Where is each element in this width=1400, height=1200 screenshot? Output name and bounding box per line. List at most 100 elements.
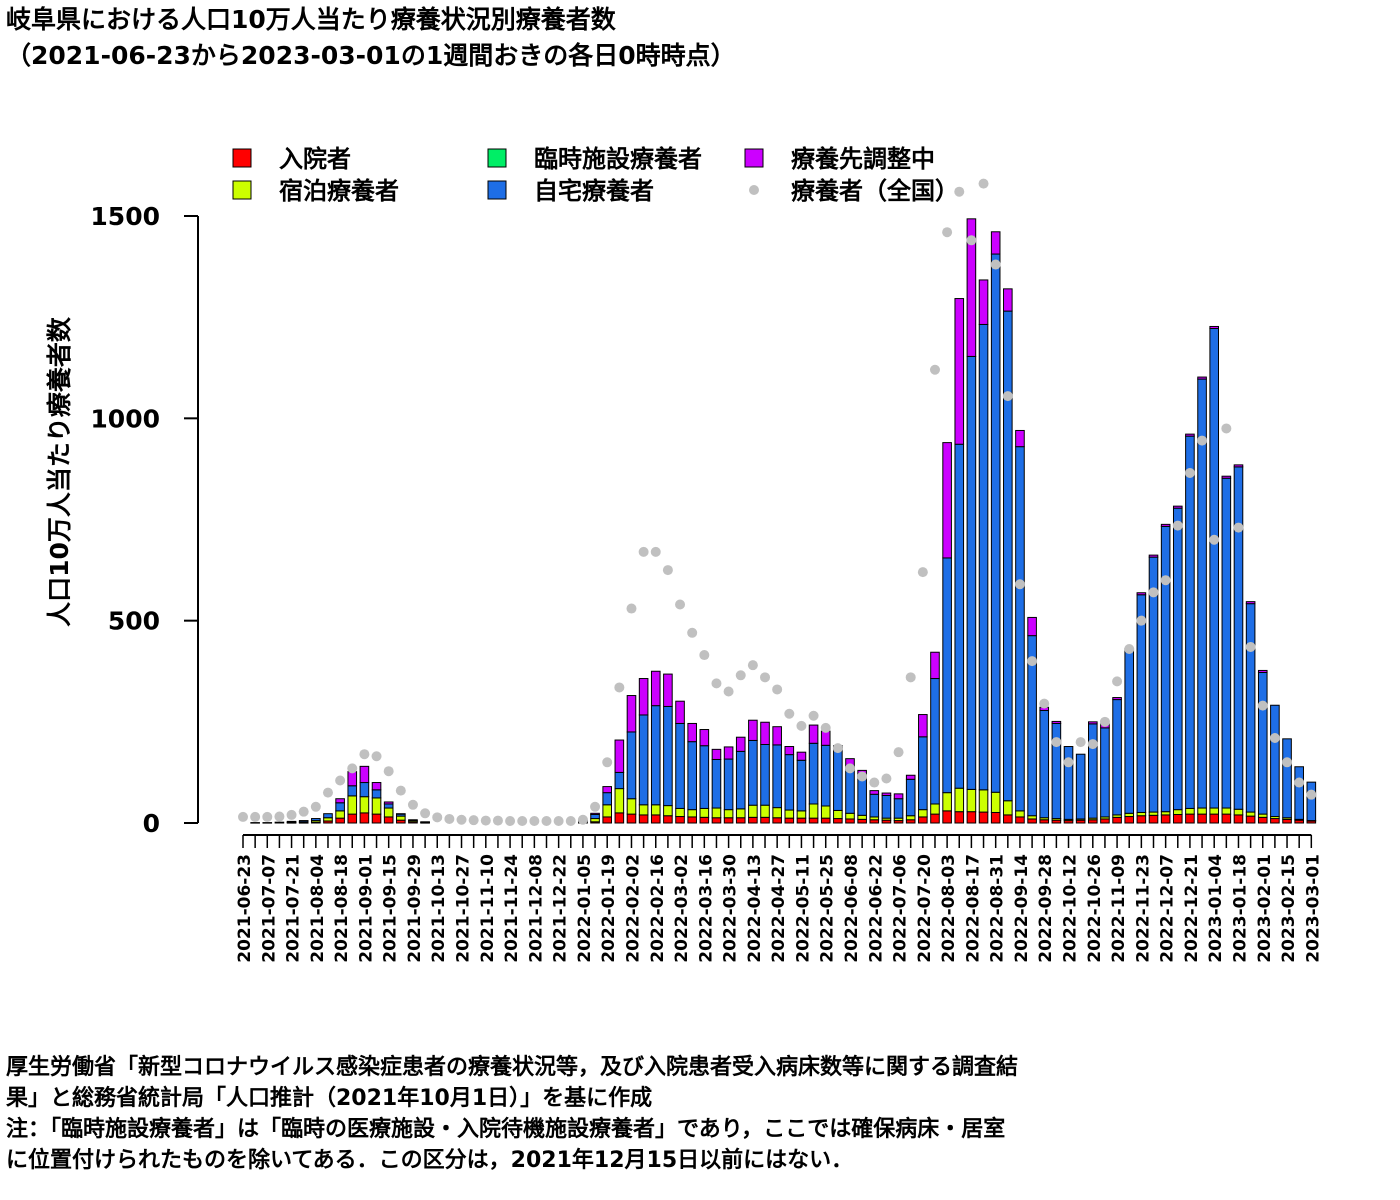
point-national — [614, 682, 625, 693]
point-national — [1075, 737, 1086, 748]
point-national — [1063, 757, 1074, 768]
x-tick-label: 2021-11-24 — [502, 854, 522, 963]
point-national — [1051, 737, 1062, 748]
legend-swatch — [232, 148, 252, 168]
bar-segment — [420, 821, 430, 823]
point-national — [383, 766, 394, 777]
bar-segment — [323, 813, 333, 819]
bar-segment — [602, 786, 613, 794]
x-tick-label: 2022-06-22 — [866, 854, 886, 963]
bar-segment — [893, 798, 904, 819]
point-national — [310, 801, 321, 812]
bar-segment — [650, 670, 661, 707]
bar-segment — [1088, 721, 1098, 725]
x-tick-label: 2022-06-08 — [842, 854, 862, 963]
bar-segment — [930, 678, 940, 805]
bar-segment — [857, 814, 867, 820]
bar-segment — [1100, 727, 1110, 818]
bar-segment — [1209, 807, 1220, 815]
point-national — [322, 787, 333, 798]
bar-segment — [808, 742, 819, 805]
bar-segment — [905, 815, 916, 821]
point-national — [650, 546, 661, 557]
bar-segment — [711, 807, 722, 819]
bar-segment — [1172, 507, 1183, 811]
x-tick-label: 2022-11-09 — [1109, 854, 1129, 963]
bar-segment — [1221, 813, 1232, 824]
bar-segment — [1245, 603, 1256, 813]
bar-segment — [784, 817, 795, 824]
bar-segment — [687, 741, 697, 811]
point-national — [238, 811, 248, 822]
point-national — [881, 773, 892, 784]
bar-segment — [675, 722, 685, 809]
bar-segment — [638, 714, 649, 806]
bar-segment — [1172, 814, 1183, 824]
point-national — [359, 749, 370, 760]
bar-segment — [1257, 671, 1268, 815]
legend-label: 臨時施設療養者 — [534, 145, 702, 173]
bar-segment — [784, 809, 795, 819]
point-national — [371, 751, 382, 762]
bar-segment — [1221, 475, 1232, 479]
point-national — [1087, 739, 1098, 750]
point-national — [456, 814, 467, 825]
bar-segment — [359, 765, 370, 784]
bar-segment — [845, 812, 855, 820]
point-national — [1269, 733, 1280, 744]
bar-segment — [614, 739, 625, 773]
x-tick-label: 2021-06-23 — [235, 854, 255, 963]
bar-segment — [1112, 697, 1122, 701]
bar-segment — [735, 808, 746, 819]
bar-segment — [663, 815, 673, 824]
bar-segment — [359, 812, 370, 824]
bar-segment — [893, 793, 904, 800]
bar-segment — [820, 817, 831, 824]
bar-segment — [1185, 433, 1195, 437]
bar-segment — [602, 792, 613, 806]
x-tick-label: 2022-04-13 — [745, 854, 765, 963]
point-national — [675, 599, 686, 610]
bar-segment — [966, 811, 977, 824]
bar-segment — [663, 705, 673, 807]
point-national — [262, 811, 273, 822]
x-tick-label: 2023-01-04 — [1206, 854, 1226, 963]
point-national — [1099, 716, 1110, 727]
bar-segment — [808, 724, 819, 744]
bar-segment — [1257, 816, 1268, 824]
bar-segment — [663, 805, 673, 817]
x-tick-label: 2021-09-15 — [381, 854, 401, 963]
bar-segment — [1100, 818, 1110, 824]
bar-segment — [1282, 738, 1292, 819]
point-national — [444, 813, 455, 824]
x-tick-label: 2022-07-06 — [891, 854, 911, 963]
point-national — [796, 720, 807, 731]
point-national — [966, 235, 977, 246]
bar-segment — [869, 790, 880, 795]
bar-segment — [723, 758, 734, 811]
chart-title-line1: 岐阜県における人口10万人当たり療養状況別療養者数 — [6, 5, 616, 34]
legend-swatch — [487, 180, 507, 200]
bar-segment — [359, 782, 370, 798]
legend-label: 入院者 — [279, 145, 351, 173]
point-national — [1039, 698, 1050, 709]
bar-segment — [930, 813, 940, 824]
x-tick-label: 2022-05-11 — [793, 854, 813, 963]
x-tick-label: 2022-03-02 — [672, 854, 692, 963]
bar-segment — [833, 818, 843, 824]
bar-segment — [1015, 816, 1025, 824]
bar-segment — [833, 747, 843, 811]
point-national — [492, 815, 503, 826]
x-tick-label: 2022-07-20 — [915, 854, 935, 963]
bar-segment — [796, 817, 807, 824]
point-national — [517, 815, 528, 826]
bar-segment — [760, 816, 770, 824]
x-tick-label: 2021-08-18 — [332, 854, 352, 963]
bar-segment — [699, 729, 710, 747]
point-national — [529, 815, 540, 826]
bar-segment — [954, 811, 965, 824]
x-tick-label: 2022-12-21 — [1182, 854, 1202, 963]
point-national — [1124, 643, 1135, 654]
bar-segment — [383, 803, 394, 809]
bar-segment — [990, 231, 1001, 255]
